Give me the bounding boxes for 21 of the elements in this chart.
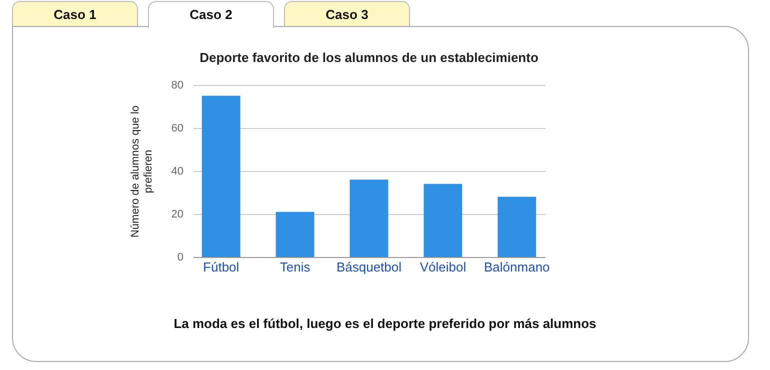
y-tick-label: 20 (171, 208, 184, 220)
text: Caso 3 (284, 1, 410, 26)
y-axis-title: Número de alumnos que lo prefieren (129, 105, 154, 238)
text: La moda es el fútbol, luego es el deporte preferido por más alumnos (172, 316, 598, 331)
y-tick-label: 60 (171, 122, 184, 134)
text: Caso 1 (12, 1, 138, 26)
x-tick-label: Básquetbol (336, 260, 402, 274)
x-tick-label: Vóleibol (420, 260, 466, 274)
y-tick-label: 80 (171, 80, 184, 92)
y-tick-label: 40 (171, 166, 184, 178)
x-tick-label: Balónmano (484, 260, 550, 274)
bar (498, 196, 536, 257)
bar (202, 96, 240, 257)
text: Caso 2 (148, 1, 274, 28)
y-tick-label: 0 (177, 252, 184, 264)
bar (424, 184, 462, 257)
x-tick-label: Tenis (280, 260, 311, 274)
bar (350, 180, 388, 257)
chart-title: Deporte favorito de los alumnos de un establecimiento (200, 50, 538, 65)
bar (276, 212, 314, 257)
x-tick-label: Fútbol (203, 260, 240, 274)
